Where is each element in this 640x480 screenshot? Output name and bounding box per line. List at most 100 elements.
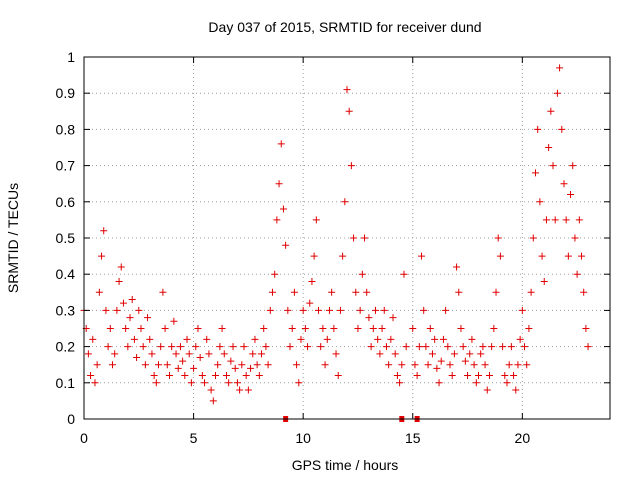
- data-point: [461, 357, 469, 365]
- data-point: [382, 343, 390, 351]
- data-point: [286, 343, 294, 351]
- y-tick-label: 0.3: [56, 302, 76, 318]
- data-point: [558, 125, 566, 133]
- data-point: [152, 379, 160, 387]
- data-point: [139, 343, 147, 351]
- data-point: [428, 350, 436, 358]
- data-point: [378, 325, 386, 332]
- data-point: [220, 350, 228, 358]
- data-point: [325, 306, 333, 314]
- data-point: [148, 350, 156, 358]
- data-point: [260, 325, 268, 332]
- data-point: [87, 372, 95, 380]
- data-point: [251, 335, 259, 343]
- data-point: [332, 350, 340, 358]
- data-point: [238, 361, 246, 369]
- data-point: [205, 350, 213, 358]
- data-point: [472, 379, 480, 387]
- data-point: [503, 379, 511, 387]
- data-point: [279, 205, 287, 213]
- data-point: [185, 350, 193, 358]
- data-point: [398, 361, 406, 369]
- data-point: [547, 107, 555, 115]
- data-point: [562, 216, 570, 224]
- data-point: [288, 325, 296, 332]
- y-tick-label: 0.5: [56, 230, 76, 246]
- data-point: [475, 372, 482, 380]
- data-point: [144, 314, 152, 322]
- data-point: [179, 357, 187, 365]
- data-point: [306, 299, 314, 307]
- data-point: [108, 361, 116, 369]
- data-point: [290, 288, 298, 296]
- data-point: [538, 252, 546, 260]
- data-point: [113, 306, 121, 314]
- data-point: [135, 306, 143, 314]
- data-point: [187, 379, 195, 387]
- data-point: [442, 306, 450, 314]
- data-point: [483, 386, 491, 394]
- data-point: [253, 361, 261, 369]
- data-point: [507, 343, 515, 351]
- data-point: [275, 180, 283, 188]
- data-point: [490, 325, 498, 332]
- data-point: [299, 306, 307, 314]
- data-point: [258, 350, 266, 358]
- data-point: [255, 372, 263, 380]
- data-point: [481, 361, 489, 369]
- data-point: [190, 364, 198, 372]
- data-point: [580, 288, 588, 296]
- data-point: [536, 198, 544, 206]
- data-point: [244, 386, 252, 394]
- data-point: [466, 350, 474, 358]
- data-point: [194, 325, 202, 332]
- data-point: [334, 372, 342, 380]
- data-point: [293, 361, 301, 369]
- data-point: [418, 252, 426, 260]
- data-point: [203, 335, 211, 343]
- x-tick-label: 5: [190, 430, 198, 446]
- data-point: [518, 306, 526, 314]
- data-point: [183, 335, 191, 343]
- data-point: [319, 325, 327, 332]
- data-point: [247, 364, 255, 372]
- x-tick-label: 0: [80, 430, 88, 446]
- x-tick-label: 20: [515, 430, 531, 446]
- data-point: [468, 335, 476, 343]
- data-point: [400, 270, 408, 278]
- data-point: [376, 350, 384, 358]
- data-point: [225, 379, 233, 387]
- data-point: [573, 270, 581, 278]
- data-point: [218, 325, 226, 332]
- data-point: [531, 169, 539, 177]
- data-point: [137, 325, 145, 332]
- data-point: [505, 361, 513, 369]
- data-point: [102, 306, 110, 314]
- data-point: [365, 314, 373, 322]
- data-point: [371, 306, 379, 314]
- data-point: [159, 288, 167, 296]
- data-point: [553, 89, 561, 97]
- data-point: [310, 252, 318, 260]
- data-point: [98, 252, 106, 260]
- data-point: [358, 270, 366, 278]
- data-point: [413, 372, 421, 380]
- data-point: [165, 372, 173, 380]
- data-point: [529, 234, 537, 242]
- data-point: [485, 372, 493, 380]
- data-point: [312, 216, 320, 224]
- data-point: [133, 353, 141, 361]
- data-point: [240, 343, 248, 351]
- data-point: [341, 198, 349, 206]
- data-point: [560, 180, 568, 188]
- data-point: [391, 350, 399, 358]
- data-point: [170, 317, 178, 325]
- y-axis-label: SRMTID / TECUs: [5, 183, 21, 293]
- axis-ticks: [83, 56, 610, 420]
- data-point: [336, 306, 344, 314]
- data-point: [339, 252, 347, 260]
- data-point: [396, 379, 404, 387]
- data-point: [549, 162, 557, 170]
- data-point: [104, 343, 112, 351]
